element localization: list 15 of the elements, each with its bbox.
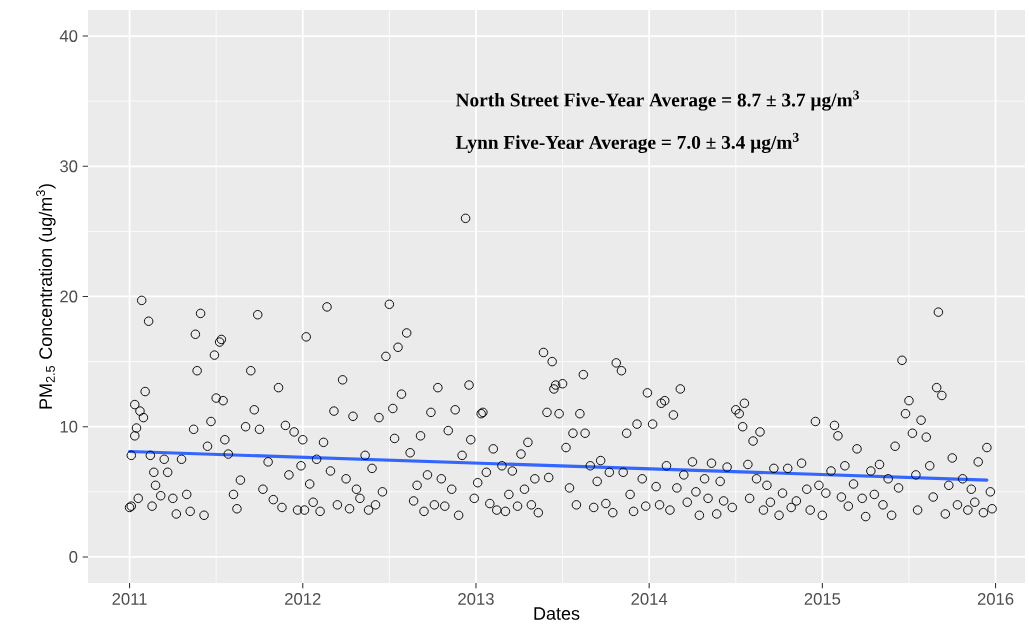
y-tick-label: 30 (60, 160, 78, 173)
x-axis-title: Dates (534, 607, 580, 620)
x-tick-label: 2011 (112, 593, 147, 605)
annotation: North Street Five-Year Average = 8.7 ± 3.7 µg/m$^{3}$ (455, 90, 859, 111)
x-tick-label: 2012 (285, 593, 321, 605)
x-tick-label: 2013 (458, 593, 494, 605)
x-tick-label: 2016 (977, 593, 1014, 605)
y-tick-label: 0 (69, 551, 78, 563)
x-tick-label: 2014 (631, 593, 668, 605)
y-tick-label: 20 (60, 290, 78, 303)
y-axis-title: PM$_{2.5}$ Concentration (ug/m$^{3}$) (36, 184, 56, 409)
y-tick-label: 10 (60, 420, 78, 433)
y-tick-label: 40 (59, 30, 78, 42)
x-tick-label: 2015 (804, 593, 841, 605)
annotation: Lynn Five-Year Average = 7.0 ± 3.4 µg/m$^{3}$ (455, 132, 799, 154)
